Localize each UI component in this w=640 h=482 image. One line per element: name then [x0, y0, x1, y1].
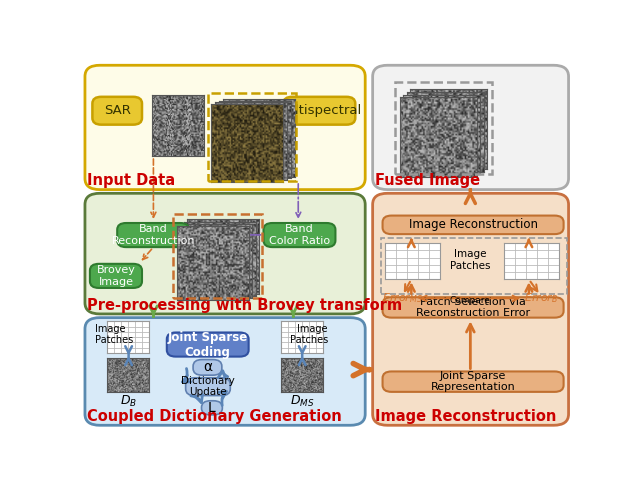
- Text: Joint Sparse
Representation: Joint Sparse Representation: [431, 371, 515, 392]
- Text: $\mathit{Error}_{MS}$: $\mathit{Error}_{MS}$: [382, 292, 423, 305]
- FancyBboxPatch shape: [186, 378, 230, 396]
- Text: L: L: [208, 401, 216, 415]
- FancyBboxPatch shape: [193, 360, 222, 375]
- Text: Image
Patches: Image Patches: [290, 323, 328, 345]
- FancyBboxPatch shape: [85, 318, 365, 425]
- FancyBboxPatch shape: [264, 223, 335, 247]
- FancyBboxPatch shape: [284, 97, 355, 125]
- Text: Input Data: Input Data: [88, 174, 175, 188]
- Text: Image
Patches: Image Patches: [95, 323, 133, 345]
- Text: Fused Image: Fused Image: [375, 174, 480, 188]
- Text: Joint Sparse
Coding: Joint Sparse Coding: [168, 331, 248, 359]
- Bar: [173, 214, 262, 298]
- FancyBboxPatch shape: [92, 97, 142, 125]
- Bar: [395, 82, 492, 174]
- Text: Band
Reconstruction: Band Reconstruction: [111, 224, 195, 246]
- FancyBboxPatch shape: [383, 215, 564, 234]
- FancyBboxPatch shape: [383, 372, 564, 392]
- Bar: [381, 238, 567, 294]
- Text: α: α: [203, 361, 212, 375]
- FancyBboxPatch shape: [167, 333, 248, 357]
- Text: Pre-processing with Brovey transform: Pre-processing with Brovey transform: [88, 298, 403, 313]
- Text: Image Reconstruction: Image Reconstruction: [408, 218, 538, 231]
- Text: $D_B$: $D_B$: [120, 394, 137, 409]
- FancyBboxPatch shape: [85, 193, 365, 314]
- Text: Multispectral: Multispectral: [276, 104, 362, 117]
- Text: Image
Patches: Image Patches: [450, 249, 491, 271]
- Text: Brovey
Image: Brovey Image: [97, 265, 136, 287]
- FancyBboxPatch shape: [202, 401, 222, 415]
- Text: Compare: Compare: [450, 296, 491, 306]
- Text: $D_{MS}$: $D_{MS}$: [290, 394, 314, 409]
- Text: Coupled Dictionary Generation: Coupled Dictionary Generation: [88, 409, 342, 424]
- FancyBboxPatch shape: [383, 297, 564, 318]
- FancyBboxPatch shape: [90, 264, 142, 288]
- FancyBboxPatch shape: [85, 65, 365, 189]
- Text: Patch Selection via
Reconstruction Error: Patch Selection via Reconstruction Error: [416, 296, 530, 318]
- FancyBboxPatch shape: [117, 223, 189, 247]
- FancyBboxPatch shape: [372, 65, 568, 189]
- Text: SAR: SAR: [104, 104, 131, 117]
- Text: Dictionary
Update: Dictionary Update: [181, 376, 235, 398]
- FancyBboxPatch shape: [372, 193, 568, 425]
- Text: Band
Color Ratio: Band Color Ratio: [269, 224, 330, 246]
- Bar: [208, 93, 296, 181]
- Text: $\mathit{Error}_{B}$: $\mathit{Error}_{B}$: [524, 292, 559, 305]
- Text: Image Reconstruction: Image Reconstruction: [375, 409, 557, 424]
